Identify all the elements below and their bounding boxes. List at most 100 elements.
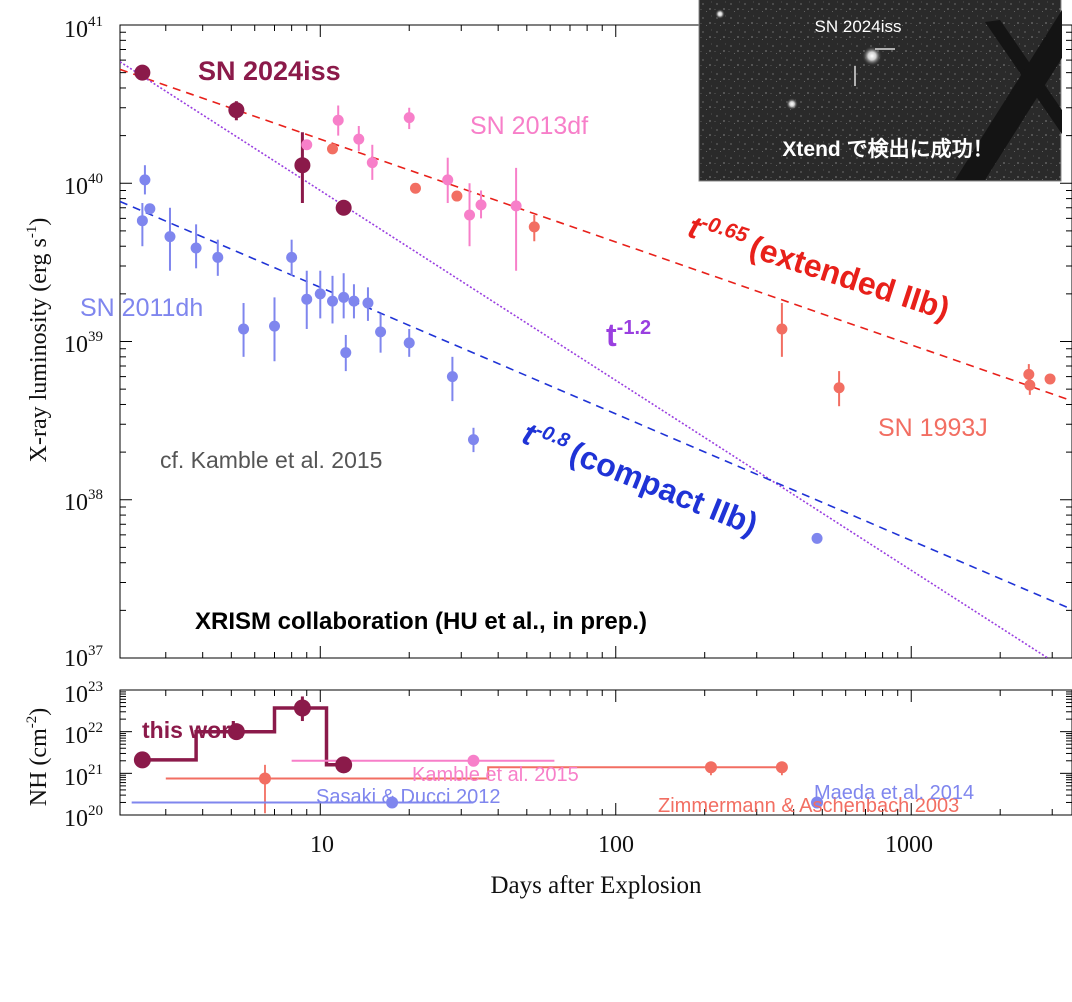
data-point xyxy=(775,761,788,774)
label-sn2024iss: SN 2024iss xyxy=(198,56,341,86)
x-axis-label: Days after Explosion xyxy=(490,872,702,899)
bottom-y-axis-label: NH (cm-2) xyxy=(24,708,52,806)
data-point xyxy=(332,114,344,126)
y-tick-label: 1038 xyxy=(64,487,103,516)
data-point xyxy=(269,320,281,332)
data-point xyxy=(144,203,156,215)
power-law-line xyxy=(120,68,1072,402)
data-point xyxy=(403,112,415,124)
data-point xyxy=(340,347,352,359)
data-point xyxy=(314,288,326,300)
data-point xyxy=(338,291,350,303)
data-point xyxy=(353,133,365,145)
data-point xyxy=(294,157,311,174)
reference-step xyxy=(165,766,784,780)
x-tick-label: 10 xyxy=(310,832,334,858)
label-zimmermann-2003: Zimmermann & Aschenbach 2003 xyxy=(658,795,959,817)
data-point xyxy=(238,323,250,335)
label-sasaki-2012: Sasaki & Ducci 2012 xyxy=(316,786,501,808)
data-point xyxy=(139,174,151,186)
label-this-work: this work xyxy=(142,717,243,743)
label-extended-iib: t-0.65(extended IIb) xyxy=(684,207,955,326)
y-tick-label: 1037 xyxy=(64,643,104,672)
data-point xyxy=(327,143,339,155)
data-point xyxy=(475,199,487,211)
data-point xyxy=(464,209,476,221)
data-point xyxy=(811,796,824,809)
nh-marks xyxy=(131,696,824,814)
data-point xyxy=(258,772,271,785)
data-point xyxy=(335,199,352,216)
inset-source-label: SN 2024iss xyxy=(815,17,902,36)
data-point xyxy=(528,221,540,233)
data-point xyxy=(327,295,339,307)
data-point xyxy=(1023,368,1035,380)
data-point xyxy=(212,251,224,263)
data-point xyxy=(403,337,415,349)
label-sn2011dh: SN 2011dh xyxy=(80,294,203,322)
xtend-inset-image: SN 2024iss Xtend で検出に成功！ xyxy=(698,0,1062,182)
data-point xyxy=(133,751,151,769)
y-tick-label: 1040 xyxy=(64,171,103,200)
label-sn1993j: SN 1993J xyxy=(878,414,988,442)
data-point xyxy=(136,215,148,227)
this-work-step xyxy=(142,706,344,767)
data-point xyxy=(375,326,387,338)
inset-caption: Xtend で検出に成功！ xyxy=(782,137,993,161)
data-point xyxy=(467,434,479,446)
data-point xyxy=(776,323,788,335)
data-point xyxy=(362,297,374,309)
data-point xyxy=(301,293,313,305)
data-point xyxy=(301,139,313,151)
luminosity-marks xyxy=(134,64,1056,544)
data-point xyxy=(335,756,353,774)
data-point xyxy=(164,231,176,243)
top-y-axis-label: X-ray luminosity (erg s-1) xyxy=(24,218,52,463)
bottom-y-tick-labels: 1020 1021 1022 1023 xyxy=(64,679,103,832)
top-y-tick-labels: 1037 1038 1039 1040 1041 xyxy=(64,14,104,672)
power-law-line xyxy=(120,61,1050,658)
data-point xyxy=(366,157,378,169)
x-tick-label: 100 xyxy=(598,832,634,858)
data-point xyxy=(348,295,360,307)
data-point xyxy=(190,242,202,254)
y-tick-label: 1021 xyxy=(64,762,103,791)
data-point xyxy=(293,699,311,717)
label-maeda-2014: Maeda et al. 2014 xyxy=(814,782,974,804)
bottom-panel-frame xyxy=(119,689,1072,816)
data-point xyxy=(446,371,458,383)
label-kamble-reference: cf. Kamble et al. 2015 xyxy=(160,447,382,473)
data-point xyxy=(442,174,454,186)
data-point xyxy=(451,190,463,202)
label-collaboration: XRISM collaboration (HU et al., in prep.… xyxy=(195,608,647,635)
label-t-1-2: t-1.2 xyxy=(606,317,651,353)
y-tick-label: 1022 xyxy=(64,720,103,749)
power-law-lines xyxy=(120,61,1072,658)
data-point xyxy=(811,532,823,544)
data-point xyxy=(228,102,245,119)
y-tick-label: 1023 xyxy=(64,679,103,708)
y-tick-label: 1020 xyxy=(64,803,103,832)
label-compact-iib: t-0.8(compact IIb) xyxy=(517,415,763,542)
data-point xyxy=(227,723,245,741)
y-tick-label: 1039 xyxy=(64,329,103,358)
power-law-line xyxy=(120,200,1072,611)
bottom-axis-ticks xyxy=(120,689,1072,816)
data-point xyxy=(409,182,421,194)
data-point xyxy=(386,796,399,809)
data-point xyxy=(134,64,151,81)
data-point xyxy=(833,382,845,394)
top-axis-ticks xyxy=(120,24,1072,659)
x-tick-label: 1000 xyxy=(885,832,933,858)
y-tick-label: 1041 xyxy=(64,14,103,43)
data-point xyxy=(1024,379,1036,391)
data-point xyxy=(1044,373,1056,385)
data-point xyxy=(510,200,522,212)
label-kamble-2015: Kamble et al. 2015 xyxy=(412,764,579,786)
data-point xyxy=(467,754,480,767)
x-tick-labels: 10 100 1000 xyxy=(310,832,933,858)
label-sn2013df: SN 2013df xyxy=(470,112,588,140)
data-point xyxy=(286,251,298,263)
data-point xyxy=(704,761,717,774)
